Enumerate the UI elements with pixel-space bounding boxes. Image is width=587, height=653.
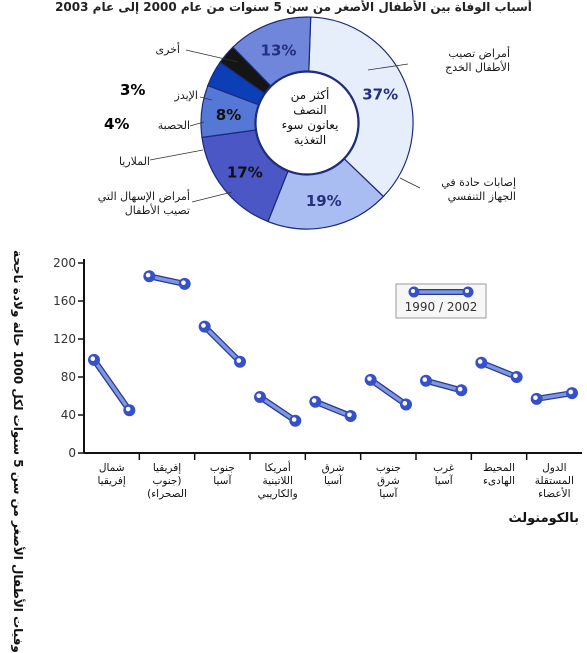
x-category-label: غرب — [433, 462, 455, 474]
slope-line — [92, 358, 132, 412]
pie-slice — [308, 16, 414, 198]
pie-leader-line — [149, 149, 204, 161]
x-category-label: الأعضاء — [538, 487, 570, 500]
slope-line — [313, 399, 353, 418]
point-2002-highlight — [513, 373, 518, 379]
pie-value-label: 37% — [362, 85, 398, 103]
point-2002-highlight — [568, 389, 574, 395]
y-tick-label: 40 — [61, 408, 76, 422]
point-2002-highlight — [402, 401, 408, 406]
y-tick-label: 200 — [53, 256, 76, 270]
point-1990-highlight — [367, 376, 372, 381]
slope-chart: 04080120160200شمالإفريقياإفريقيا(جنوبالص… — [53, 256, 582, 500]
x-category-label: أمريكا — [265, 460, 291, 474]
y-tick-label: 0 — [68, 446, 76, 460]
x-category-label: آسيا — [435, 474, 454, 487]
pie-value-label: 19% — [306, 192, 342, 210]
pie-label-diarrhea: أمراض الإسهال التي تصيب الأطفال — [97, 190, 190, 217]
pie-value-label: 17% — [227, 164, 263, 182]
slope-line — [147, 274, 187, 286]
point-1990-highlight — [90, 356, 96, 362]
point-2002-highlight — [457, 386, 463, 392]
pie-label-aids: الإيدز — [174, 89, 198, 102]
center-line: التغذية — [293, 133, 327, 147]
x-category-label: الدول — [542, 462, 566, 474]
point-1990-highlight — [477, 359, 483, 364]
legend-marker-highlight — [465, 289, 469, 293]
point-1990-highlight — [422, 377, 428, 382]
point-1990-highlight — [256, 393, 262, 399]
point-2002-highlight — [236, 358, 242, 363]
slope-line — [424, 379, 464, 393]
pie-label-respiratory: إصابات حادة في الجهاز التنفسي — [441, 176, 516, 203]
x-category-label: جنوب — [210, 462, 235, 474]
pie-value-label: 8% — [216, 106, 241, 124]
x-category-label: إفريقيا — [153, 462, 181, 474]
footer-brand: بالكومنولث — [508, 511, 579, 526]
donut-chart: 37% 19% 17% 8% 13% — [149, 16, 421, 230]
pie-leader-line — [191, 191, 233, 203]
pie-leader-line — [185, 49, 239, 63]
pie-label-measles: الحصبة — [157, 119, 190, 132]
point-2002-highlight — [125, 406, 131, 412]
x-category-label: آسيا — [324, 474, 343, 487]
pie-value-aids: 3% — [120, 81, 146, 99]
donut-hole — [255, 71, 359, 175]
center-line: يعانون سوء — [281, 118, 339, 132]
point-2002-highlight — [181, 280, 186, 286]
center-line: أكثر من — [290, 88, 330, 102]
donut-center-text: أكثر من النصف يعانون سوء التغذية — [265, 88, 355, 148]
x-category-label: شمال — [99, 462, 125, 474]
y-tick-label: 120 — [53, 332, 76, 346]
slope-line — [368, 378, 408, 407]
x-category-label: المحيط — [483, 462, 515, 474]
x-category-label: آسيا — [379, 487, 398, 500]
chart-title: أسباب الوفاة بين الأطفال الأصغر من سن 5 … — [55, 0, 532, 14]
y-tick-label: 80 — [61, 370, 76, 384]
center-line: النصف — [293, 103, 327, 117]
slope-line — [258, 395, 298, 423]
y-tick-label: 160 — [53, 294, 76, 308]
pie-leader-line — [399, 177, 421, 189]
point-1990-highlight — [201, 323, 206, 328]
x-category-label: اللاتينية — [262, 475, 292, 487]
slope-line — [479, 361, 519, 379]
pie-label-malaria: الملاريا — [118, 155, 150, 168]
x-category-label: المستقلة — [535, 475, 574, 487]
legend-marker-highlight — [411, 289, 415, 293]
legend-label: 1990 / 2002 — [405, 300, 478, 314]
point-1990-highlight — [145, 272, 151, 278]
x-category-label: جنوب — [376, 462, 401, 474]
pie-value-label: 13% — [261, 41, 297, 59]
pie-leader-line — [367, 63, 409, 71]
slope-line — [202, 324, 242, 364]
x-category-label: والكاريبي — [258, 488, 298, 500]
point-2002-highlight — [347, 412, 352, 418]
x-category-label: شرق — [322, 462, 345, 474]
pie-value-measles: 4% — [104, 115, 130, 133]
x-category-label: الصحراء) — [147, 488, 187, 500]
pie-leader-line — [199, 96, 213, 101]
x-category-label: إفريقيا — [97, 475, 125, 487]
x-category-label: الهادىء — [483, 475, 515, 487]
x-category-label: (جنوب — [152, 475, 181, 487]
pie-label-premature: أمراض تصيب الأطفال الخدج — [445, 47, 510, 74]
pie-leader-line — [189, 121, 205, 127]
point-1990-highlight — [311, 398, 317, 403]
x-category-label: شرق — [377, 475, 400, 487]
point-2002-highlight — [291, 417, 297, 422]
pie-label-other: أخرى — [155, 43, 180, 56]
x-category-label: آسيا — [213, 474, 232, 487]
pie-slice — [232, 16, 312, 87]
point-1990-highlight — [533, 395, 538, 400]
